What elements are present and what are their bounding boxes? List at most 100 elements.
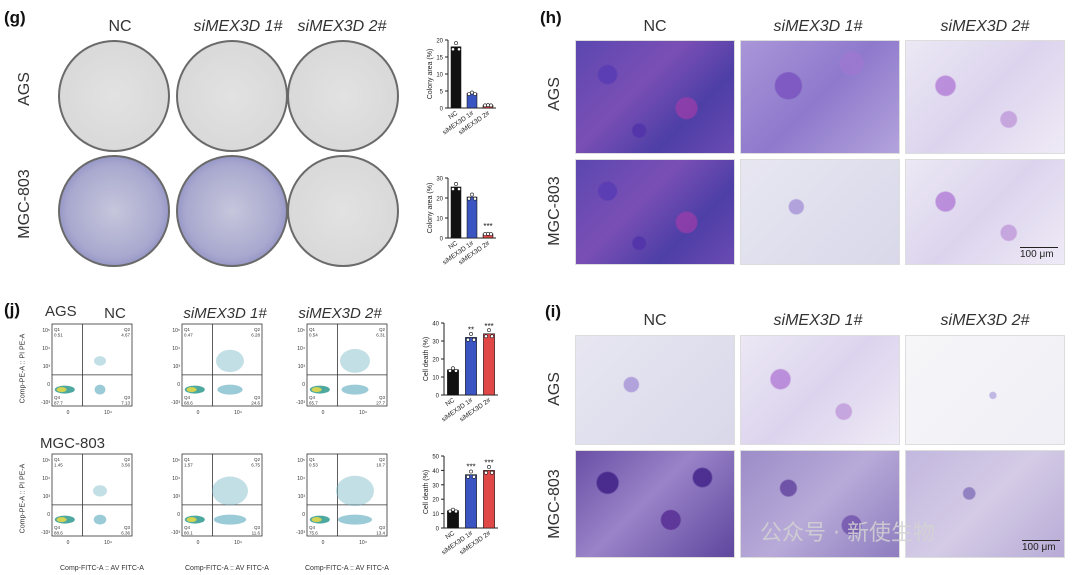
y-tick-label: 10³ [298, 494, 306, 500]
y-tick-label: 10⁴ [297, 476, 305, 482]
h-row-mgc: MGC-803 [546, 176, 563, 246]
g-col-si1: siMEX3D 1# [193, 18, 283, 35]
x-tick-label: 10⁴ [234, 410, 242, 416]
i-col-nc: NC [643, 312, 667, 329]
x-tick-label: 0 [322, 410, 325, 416]
y-tick-label: 10 [436, 217, 443, 223]
panel-label-j: (j) [4, 300, 21, 319]
x-tick-label: 10⁴ [359, 540, 367, 546]
data-point [451, 187, 455, 191]
y-tick-label: 0 [47, 382, 50, 388]
data-point [490, 334, 494, 339]
data-point [483, 232, 487, 237]
quadrant-label: 75.6 [309, 531, 318, 536]
x-tick-label: NC [444, 530, 456, 541]
flow-xlabel-si2: Comp-FITC-A :: AV FITC-A [305, 565, 389, 572]
y-tick-label: 10⁴ [172, 476, 180, 482]
data-point [484, 470, 488, 475]
data-point [487, 328, 491, 333]
cell-population-core [56, 517, 67, 523]
y-tick-label: 0 [436, 527, 440, 533]
y-tick-label: 30 [436, 177, 443, 183]
significance-label: ** [468, 325, 474, 334]
data-point [451, 47, 455, 52]
data-point [451, 507, 455, 512]
quadrant-label: 7.13 [121, 401, 130, 406]
quadrant-label: 13.4 [376, 531, 385, 536]
y-tick-label: -10³ [171, 400, 180, 406]
quadrant-label: Q4 [54, 525, 61, 530]
data-point [454, 368, 458, 373]
j-col-si2: siMEX3D 2# [298, 305, 382, 322]
data-point [489, 103, 493, 108]
data-point [454, 41, 458, 46]
x-tick-label: 10⁴ [359, 410, 367, 416]
quadrant-label: Q4 [184, 395, 191, 400]
quadrant-label: Q3 [124, 395, 131, 400]
bar [465, 474, 477, 529]
colony-dish-mgc-si1 [176, 155, 288, 267]
quadrant-label: 0.53 [309, 463, 318, 468]
migration-image-mgc-si2 [905, 159, 1065, 265]
quadrant-label: Q4 [309, 395, 316, 400]
data-point [466, 337, 470, 342]
quadrant-label: 10.7 [376, 463, 385, 468]
quadrant-label: Q2 [379, 327, 386, 332]
panel-label-g: (g) [4, 8, 26, 27]
data-point [451, 366, 455, 371]
j-row-ags: AGS [45, 303, 77, 320]
x-tick-label: NC [447, 110, 459, 121]
quadrant-label: 1.45 [54, 463, 63, 468]
y-tick-label: 40 [432, 469, 439, 475]
y-tick-label: 10³ [43, 494, 51, 500]
panel-label-h: (h) [540, 8, 562, 27]
y-tick-label: 5 [440, 90, 444, 96]
quadrant-label: Q3 [254, 395, 261, 400]
cell-population-core [311, 387, 322, 393]
cell-population-early-apoptotic [341, 384, 369, 395]
data-point [448, 368, 452, 373]
data-point [448, 509, 452, 514]
x-tick-label: 0 [67, 540, 70, 546]
migration-image-mgc-nc [575, 159, 735, 265]
y-axis-label: Colony area (%) [427, 49, 434, 100]
quadrant-label: Q1 [309, 327, 316, 332]
colony-dish-mgc-nc [58, 155, 170, 267]
data-point [487, 465, 491, 469]
quadrant-label: Q2 [124, 327, 131, 332]
data-point [470, 90, 474, 95]
data-point [457, 47, 461, 52]
cell-population-late-apoptotic [336, 475, 374, 507]
invasion-image-mgc-si1 [740, 450, 900, 558]
flow-plot-ags-si1: Q1 0.47 Q2 6.28 Q3 24.6 Q4 68.6 10⁵ 10⁴ 10³ 0 -10³ 0 1… [160, 320, 268, 420]
data-point [472, 474, 476, 479]
data-point [454, 182, 458, 186]
data-point [484, 334, 488, 339]
invasion-image-ags-si2 [905, 335, 1065, 445]
data-point [467, 92, 471, 96]
y-tick-label: 15 [436, 56, 443, 62]
y-tick-label: 30 [432, 483, 439, 489]
quadrant-label: Q2 [379, 457, 386, 462]
quadrant-label: 1.57 [184, 463, 193, 468]
bar [483, 470, 495, 529]
quadrant-label: Q2 [254, 327, 261, 332]
quadrant-label: 24.6 [251, 401, 260, 406]
bar [466, 196, 478, 239]
quadrant-label: Q1 [54, 327, 61, 332]
colony-dish-ags-si2 [287, 40, 399, 152]
y-tick-label: 20 [436, 39, 443, 45]
quadrant-label: 11.6 [252, 531, 261, 536]
x-tick-label: 0 [197, 410, 200, 416]
quadrant-label: 0.54 [309, 333, 318, 338]
y-tick-label: 20 [432, 358, 439, 364]
scale-bar-h: 100 μm [1020, 247, 1058, 260]
data-point [467, 196, 471, 201]
significance-label: *** [466, 463, 475, 472]
